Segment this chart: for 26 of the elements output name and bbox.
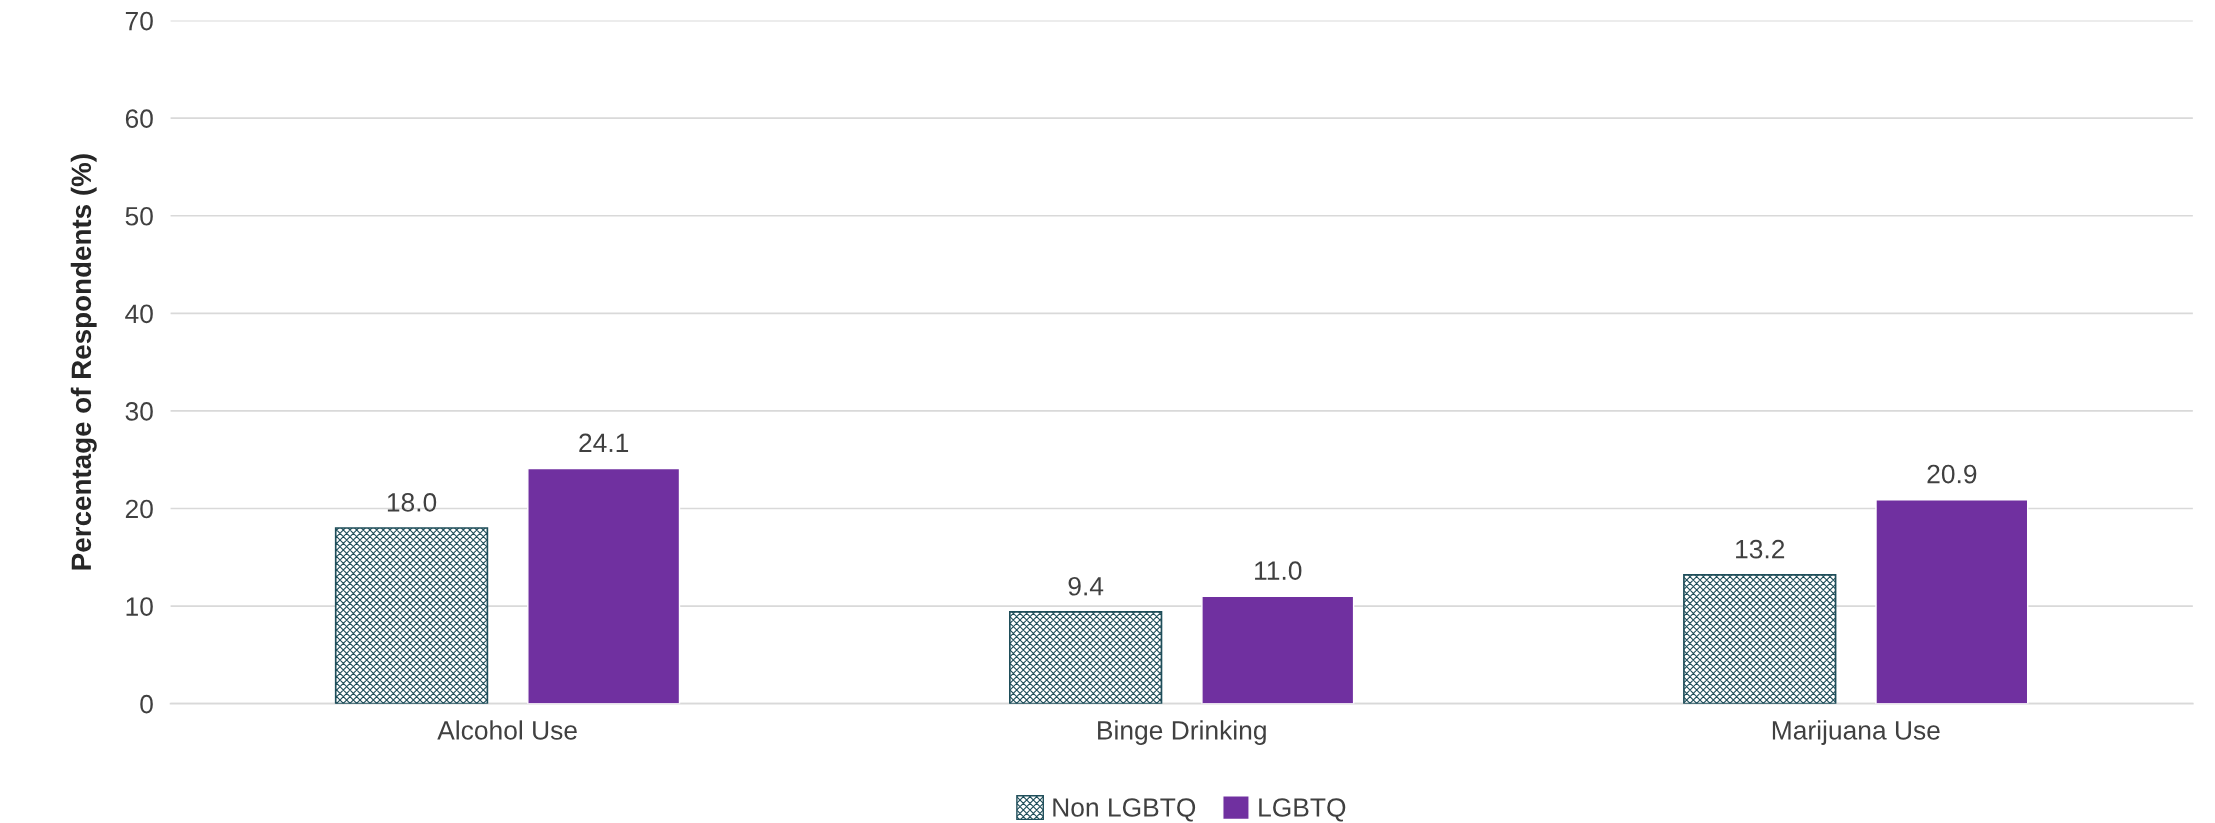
bar (527, 467, 681, 704)
bar (1683, 574, 1837, 704)
legend-label: Non LGBTQ (1053, 798, 1196, 822)
data-label: 18.0 (387, 493, 437, 512)
x-tick-label: Binge Drinking (1098, 720, 1266, 745)
y-tick-label: 50 (125, 206, 153, 226)
legend-label: LGBTQ (1259, 798, 1346, 822)
y-tick-label: 70 (125, 11, 153, 31)
y-axis-title: Percentage of Respondents (%) (70, 154, 97, 570)
bar (334, 527, 489, 704)
data-label: 9.4 (1068, 576, 1104, 596)
y-tick-label: 60 (125, 109, 153, 128)
data-label: 13.2 (1736, 539, 1785, 559)
bar (1201, 595, 1355, 704)
x-tick-label: Alcohol Use (437, 720, 577, 740)
data-label: 20.9 (1927, 464, 1977, 484)
data-label: 11.0 (1255, 561, 1302, 580)
bar (1008, 611, 1163, 704)
y-tick-label: 40 (125, 304, 153, 324)
bar (1875, 499, 2029, 704)
y-tick-label: 20 (125, 499, 153, 519)
y-tick-label: 0 (140, 694, 153, 714)
data-label: 24.1 (579, 433, 629, 452)
y-tick-label: 10 (126, 597, 153, 616)
y-tick-label: 30 (125, 402, 153, 421)
x-tick-label: Marijuana Use (1772, 720, 1940, 745)
